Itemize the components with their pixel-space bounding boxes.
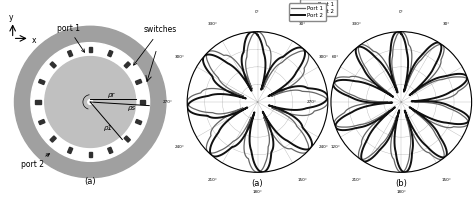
Port 2 bbox=[319, 90, 325, 92]
Port 2 bbox=[301, 85, 306, 88]
Line: Port 1: Port 1 bbox=[187, 32, 328, 172]
Text: x: x bbox=[32, 36, 36, 45]
Port 1 bbox=[293, 124, 299, 126]
Port 2 bbox=[213, 55, 219, 58]
Port 1 bbox=[208, 50, 213, 52]
Text: ρr: ρr bbox=[109, 92, 116, 98]
Text: (a): (a) bbox=[84, 177, 96, 186]
Text: y: y bbox=[9, 13, 14, 22]
Circle shape bbox=[88, 100, 92, 104]
Bar bbox=[50, 136, 56, 142]
Bar bbox=[124, 136, 130, 142]
Title: (b): (b) bbox=[395, 179, 407, 188]
Circle shape bbox=[15, 26, 166, 178]
Circle shape bbox=[31, 43, 150, 161]
Bar bbox=[89, 47, 92, 52]
Bar bbox=[39, 120, 45, 125]
Port 1 bbox=[310, 91, 316, 94]
Bar bbox=[108, 50, 113, 57]
Circle shape bbox=[45, 57, 136, 147]
Legend: Port 1, Port 2: Port 1, Port 2 bbox=[289, 3, 326, 21]
Bar bbox=[50, 62, 56, 68]
Title: (a): (a) bbox=[252, 179, 264, 188]
Bar bbox=[68, 50, 73, 57]
Text: ρ1: ρ1 bbox=[103, 125, 112, 131]
Legend: Port 1, Port 2: Port 1, Port 2 bbox=[300, 0, 337, 17]
Line: Port 2: Port 2 bbox=[187, 32, 328, 172]
Port 2 bbox=[301, 128, 307, 131]
Port 2 bbox=[228, 117, 234, 119]
Text: port 1: port 1 bbox=[57, 23, 84, 52]
Port 1 bbox=[260, 88, 266, 90]
Bar bbox=[136, 120, 142, 125]
Port 1 bbox=[255, 30, 260, 33]
Port 2 bbox=[308, 146, 314, 149]
Bar bbox=[124, 62, 130, 68]
Bar bbox=[89, 152, 92, 157]
Port 1 bbox=[209, 129, 215, 131]
Port 2 bbox=[255, 34, 260, 36]
Bar bbox=[35, 100, 41, 104]
Text: switches: switches bbox=[134, 25, 177, 65]
Port 2 bbox=[235, 95, 241, 98]
Port 1 bbox=[290, 89, 296, 91]
Bar bbox=[108, 147, 113, 154]
Port 1 bbox=[207, 87, 213, 90]
Circle shape bbox=[45, 57, 136, 147]
Bar bbox=[68, 147, 73, 154]
Port 1 bbox=[255, 30, 260, 33]
Port 2 bbox=[252, 111, 257, 114]
Bar bbox=[39, 79, 45, 84]
Text: port 2: port 2 bbox=[20, 154, 49, 169]
Bar bbox=[136, 79, 142, 84]
Bar bbox=[140, 100, 146, 104]
Text: ρs: ρs bbox=[128, 105, 136, 111]
Port 2 bbox=[255, 34, 260, 36]
